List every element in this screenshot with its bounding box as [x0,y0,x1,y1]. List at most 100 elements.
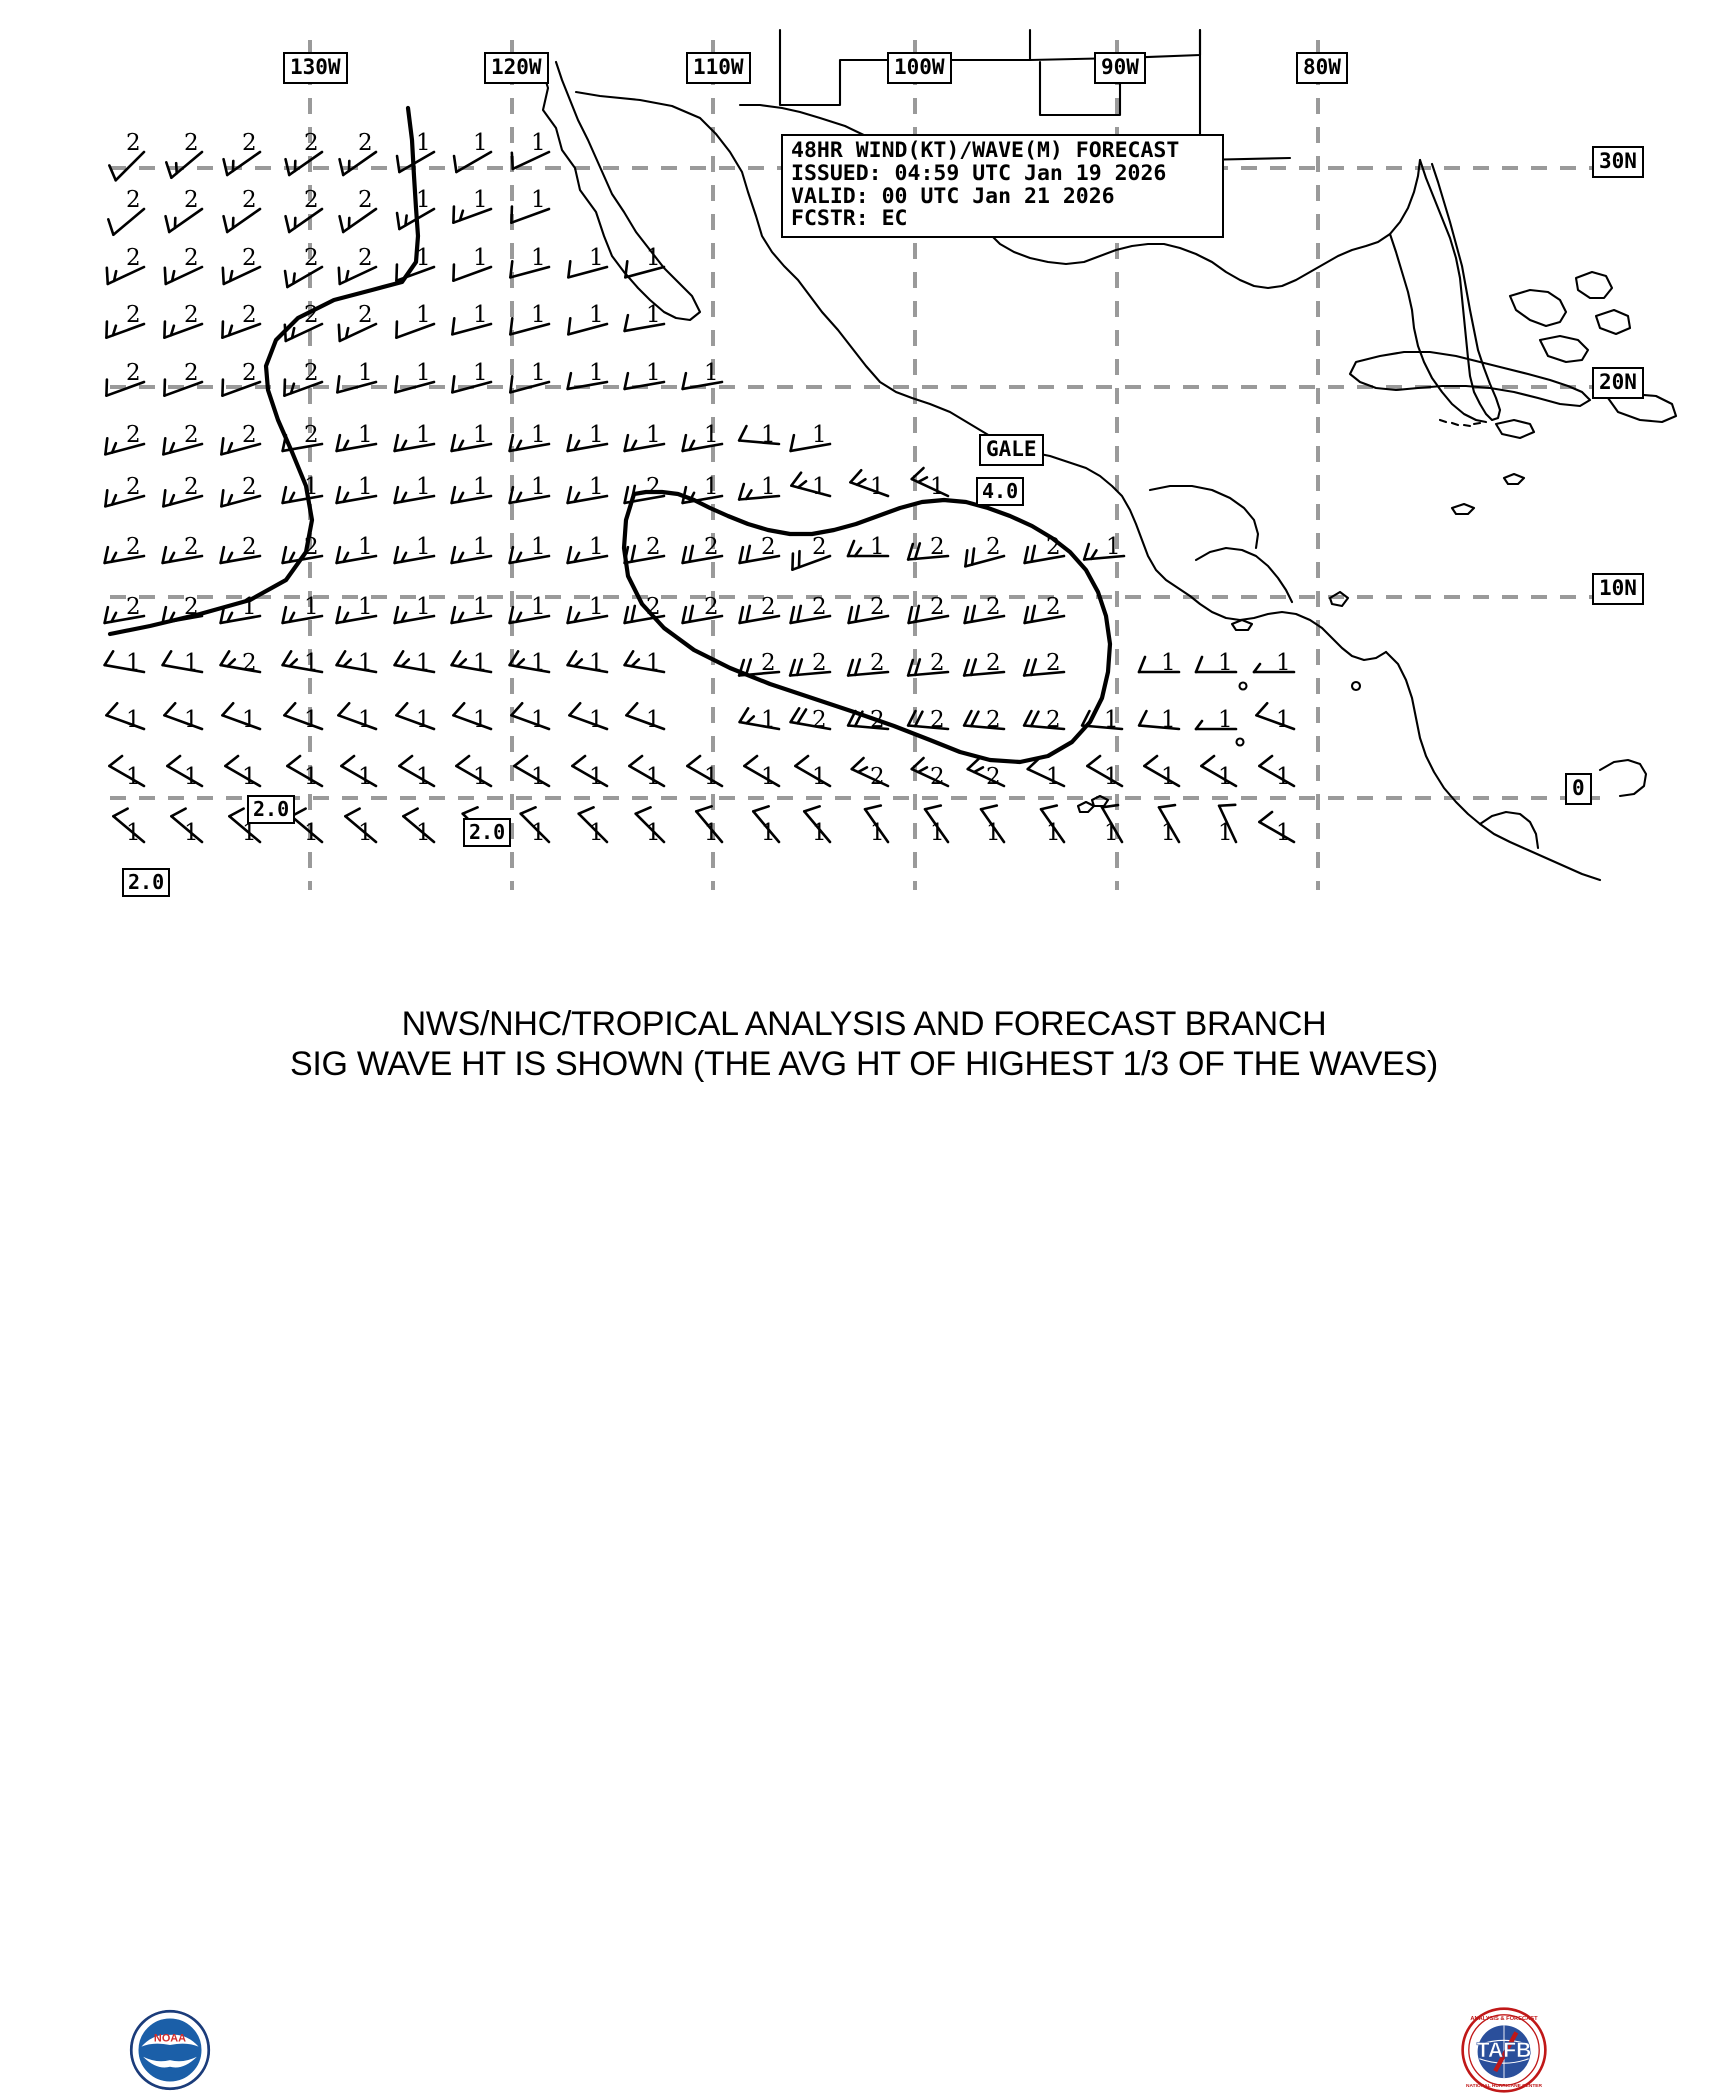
footer-caption: NWS/NHC/TROPICAL ANALYSIS AND FORECAST B… [0,1004,1728,1084]
wave-height-value: 2 [242,362,257,385]
wave-height-value: 1 [930,822,945,845]
wave-height-value: 2 [704,536,719,559]
wave-height-value: 1 [646,766,661,789]
wave-height-value: 1 [704,822,719,845]
wave-contour-label: 2.0 [463,818,511,847]
wave-height-value: 1 [1104,766,1119,789]
longitude-label-130w: 130W [283,52,348,84]
forecast-info-box: 48HR WIND(KT)/WAVE(M) FORECAST ISSUED: 0… [781,134,1224,238]
wave-height-value: 1 [589,766,604,789]
wave-height-value: 1 [184,709,199,732]
wave-height-value: 1 [704,362,719,385]
wave-height-value: 2 [358,304,373,327]
wave-height-value: 2 [184,189,199,212]
wave-height-value: 1 [930,476,945,499]
wave-height-value: 2 [1046,596,1061,619]
wave-height-value: 1 [812,822,827,845]
wave-height-value: 1 [704,476,719,499]
wave-height-value: 1 [242,596,257,619]
wave-height-value: 1 [1046,766,1061,789]
wave-height-value: 1 [1104,822,1119,845]
wave-height-value: 1 [531,822,546,845]
wave-height-value: 2 [304,304,319,327]
wave-height-value: 2 [304,536,319,559]
info-title: 48HR WIND(KT)/WAVE(M) FORECAST [791,140,1214,163]
wave-height-value: 1 [646,304,661,327]
wave-height-value: 2 [930,596,945,619]
wave-height-value: 1 [473,247,488,270]
longitude-label-120w: 120W [484,52,549,84]
wave-height-value: 1 [1106,536,1121,559]
wave-height-value: 1 [589,362,604,385]
wave-height-value: 1 [473,132,488,155]
wave-height-value: 1 [1046,822,1061,845]
footer-line-1: NWS/NHC/TROPICAL ANALYSIS AND FORECAST B… [0,1004,1728,1044]
wave-height-value: 1 [416,822,431,845]
wave-height-value: 1 [184,766,199,789]
wave-height-value: 1 [1218,766,1233,789]
wave-height-value: 1 [416,709,431,732]
wave-height-value: 2 [126,304,141,327]
wave-height-value: 2 [1046,652,1061,675]
wave-height-value: 1 [646,424,661,447]
wave-height-value: 2 [242,476,257,499]
wave-height-value: 1 [986,822,1001,845]
wave-height-value: 1 [126,652,141,675]
wave-height-value: 2 [126,247,141,270]
wave-height-value: 1 [589,596,604,619]
wave-height-value: 2 [870,709,885,732]
longitude-label-80w: 80W [1296,52,1348,84]
tafb-logo: TAFB ANALYSIS & FORECAST NATIONAL HURRIC… [1460,2006,1548,2094]
wave-height-value: 2 [761,596,776,619]
wave-height-value: 2 [304,362,319,385]
wave-height-value: 1 [761,822,776,845]
wave-height-value: 2 [184,362,199,385]
info-issued: ISSUED: 04:59 UTC Jan 19 2026 [791,163,1214,186]
wave-height-value: 1 [1104,709,1119,732]
wave-height-value: 2 [870,596,885,619]
wave-height-value: 1 [589,424,604,447]
wave-height-value: 1 [1276,652,1291,675]
wave-height-value: 2 [646,536,661,559]
wave-height-value: 1 [531,652,546,675]
wave-height-value: 1 [646,709,661,732]
wave-height-value: 1 [812,766,827,789]
wave-height-value: 1 [416,132,431,155]
wave-height-value: 1 [358,766,373,789]
wave-height-value: 1 [531,536,546,559]
wave-height-value: 1 [812,476,827,499]
wave-height-value: 1 [184,822,199,845]
wave-height-value: 1 [704,766,719,789]
wave-height-value: 2 [986,766,1001,789]
wave-height-value: 1 [358,424,373,447]
wave-height-value: 2 [761,652,776,675]
wave-height-value: 1 [646,362,661,385]
footer-line-2: SIG WAVE HT IS SHOWN (THE AVG HT OF HIGH… [0,1044,1728,1084]
wave-height-value: 1 [126,709,141,732]
wave-height-value: 2 [930,536,945,559]
wave-height-value: 2 [761,536,776,559]
wave-height-value: 1 [416,424,431,447]
wave-height-value: 1 [416,476,431,499]
wave-height-value: 2 [242,304,257,327]
wave-height-value: 1 [416,536,431,559]
longitude-label-100w: 100W [887,52,952,84]
wave-height-value: 1 [1276,766,1291,789]
wave-height-value: 2 [358,132,373,155]
wave-height-value: 1 [589,536,604,559]
wave-height-value: 2 [986,596,1001,619]
wave-height-value: 2 [986,536,1001,559]
wave-height-value: 2 [126,132,141,155]
wave-height-value: 1 [531,304,546,327]
wave-height-value: 1 [473,362,488,385]
wave-height-value: 1 [473,766,488,789]
wave-height-value: 2 [358,189,373,212]
wave-height-value: 1 [304,822,319,845]
latitude-label-20n: 20N [1592,367,1644,399]
latitude-label-0: 0 [1565,773,1592,805]
wave-height-value: 2 [358,247,373,270]
wave-height-value: 1 [358,709,373,732]
wave-height-value: 1 [870,822,885,845]
gale-warning-label: GALE [979,434,1044,466]
wave-height-value: 1 [1276,822,1291,845]
